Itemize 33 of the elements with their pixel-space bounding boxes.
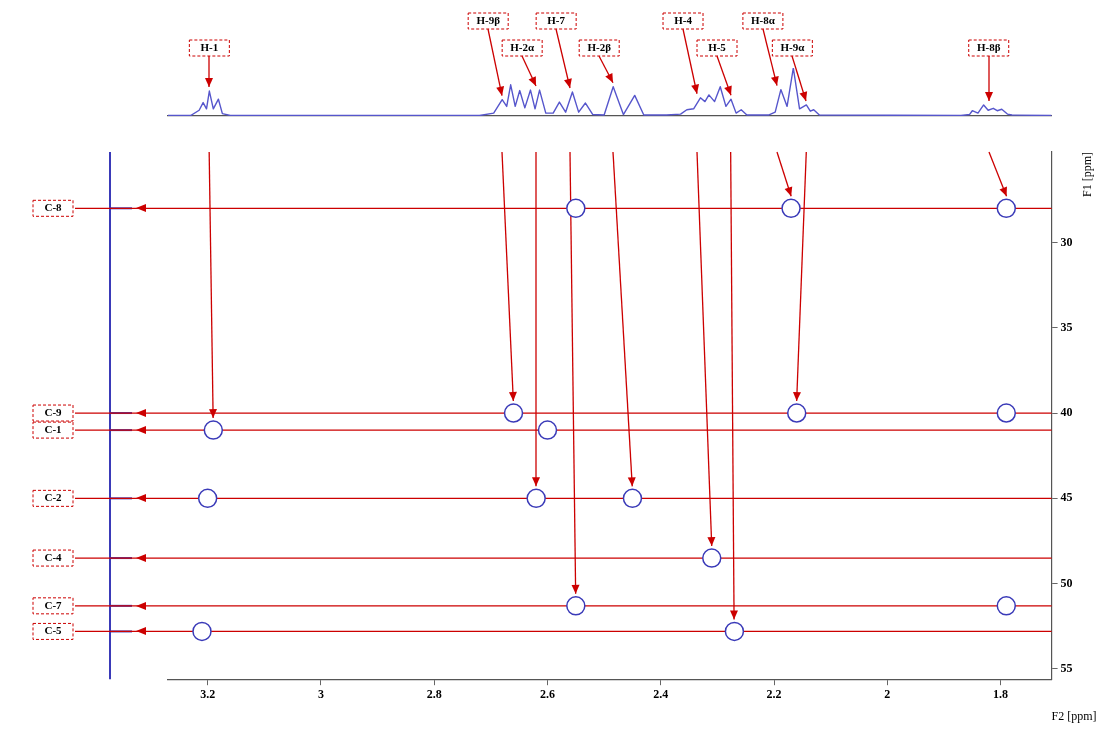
y-tick-label: 45 xyxy=(1060,490,1073,505)
annotation: H-5 xyxy=(708,40,727,53)
x-tick-label: 2.4 xyxy=(653,687,669,702)
y-axis-title: F1 [ppm] xyxy=(1080,152,1095,197)
annotation: H-4 xyxy=(674,13,693,26)
y-tick-label: 40 xyxy=(1060,405,1073,420)
y-tick-label: 30 xyxy=(1060,234,1073,249)
x-tick-label: 2.8 xyxy=(426,687,442,702)
annotation: H-2α xyxy=(510,40,535,53)
annotation: H-9α xyxy=(780,40,806,53)
annotation: H-7 xyxy=(547,13,566,26)
x-tick-label: 3 xyxy=(317,687,324,702)
y-tick-label: 35 xyxy=(1060,319,1073,334)
ref-line-label: C-4 xyxy=(44,550,63,563)
annotation: H-9β xyxy=(476,13,501,26)
annotation: H-1 xyxy=(200,40,219,53)
ref-line-label: C-5 xyxy=(44,624,63,637)
y-tick-label: 50 xyxy=(1060,575,1073,590)
annotation: H-8β xyxy=(976,40,1001,53)
annotation: H-2β xyxy=(587,40,612,53)
ref-line-label: C-8 xyxy=(44,201,63,214)
x-tick-label: 1.8 xyxy=(993,687,1009,702)
ref-line-label: C-1 xyxy=(44,422,62,435)
ref-line-label: C-9 xyxy=(44,405,63,418)
x-tick-label: 3.2 xyxy=(200,687,216,702)
annotation: H-8α xyxy=(750,13,776,26)
ref-line-label: C-2 xyxy=(44,491,63,504)
ref-line-label: C-7 xyxy=(44,598,63,611)
y-tick-label: 55 xyxy=(1060,661,1073,676)
x-tick-label: 2 xyxy=(884,687,891,702)
x-tick-label: 2.2 xyxy=(766,687,782,702)
x-tick-label: 2.6 xyxy=(539,687,555,702)
x-axis-title: F2 [ppm] xyxy=(1051,708,1097,723)
